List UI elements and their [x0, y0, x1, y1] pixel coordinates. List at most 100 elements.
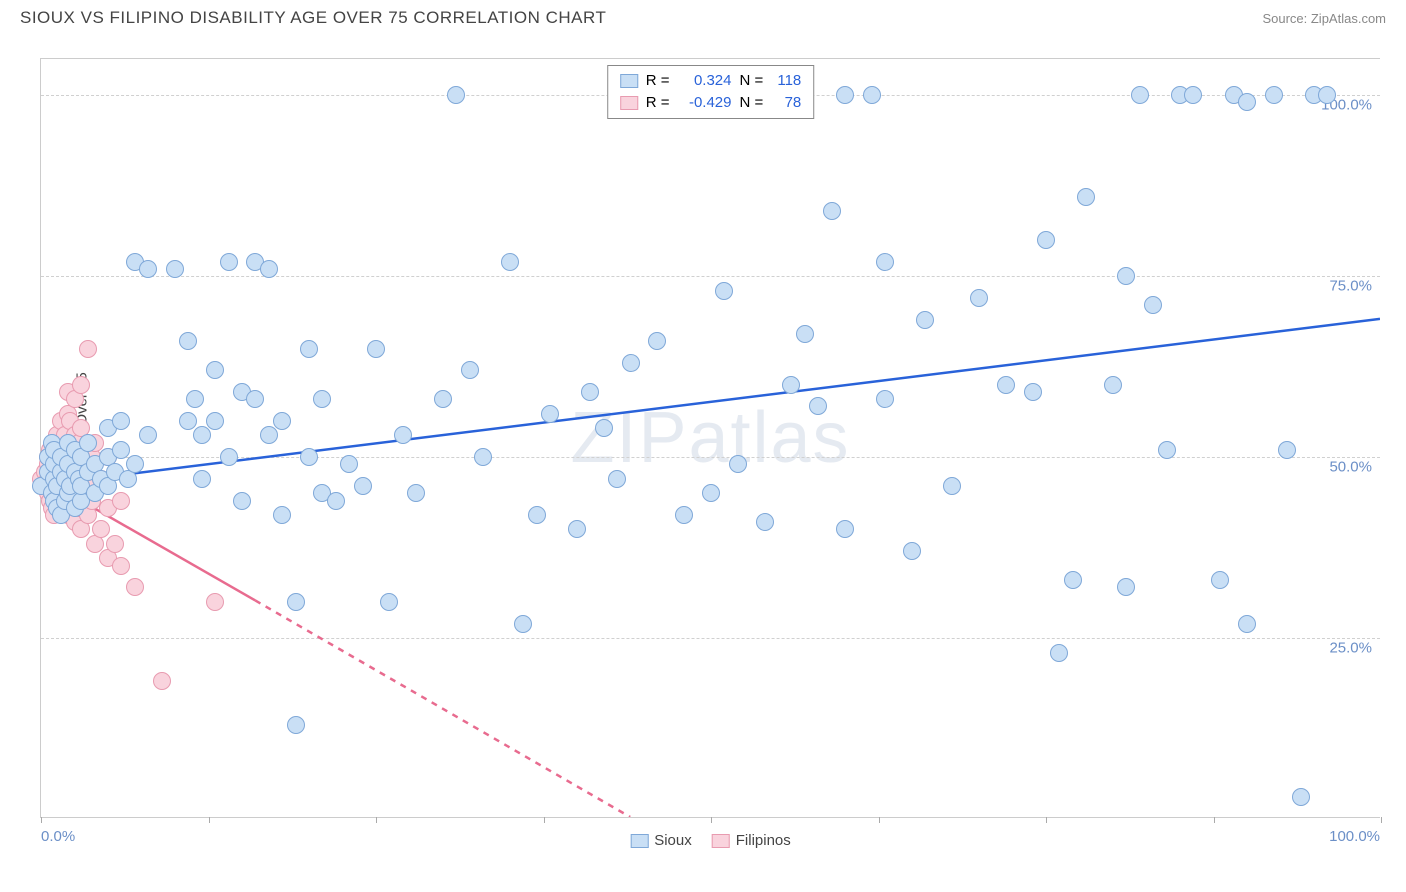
x-tick — [879, 817, 880, 823]
chart-title: SIOUX VS FILIPINO DISABILITY AGE OVER 75… — [20, 8, 606, 28]
scatter-chart: ZIPatlas 25.0%50.0%75.0%100.0% 0.0% 100.… — [40, 58, 1380, 818]
sioux-point — [836, 520, 854, 538]
sioux-point — [729, 455, 747, 473]
sioux-point — [836, 86, 854, 104]
sioux-point — [1117, 267, 1135, 285]
sioux-point — [608, 470, 626, 488]
sioux-point — [260, 426, 278, 444]
sioux-point — [876, 253, 894, 271]
sioux-point — [809, 397, 827, 415]
sioux-point — [903, 542, 921, 560]
sioux-point — [876, 390, 894, 408]
filipinos-point — [106, 535, 124, 553]
x-axis-max-label: 100.0% — [1329, 828, 1380, 845]
x-tick — [41, 817, 42, 823]
sioux-point — [863, 86, 881, 104]
series-legend: Sioux Filipinos — [630, 832, 791, 849]
sioux-point — [1064, 571, 1082, 589]
sioux-point — [756, 513, 774, 531]
x-tick — [376, 817, 377, 823]
sioux-point — [675, 506, 693, 524]
sioux-point — [568, 520, 586, 538]
sioux-point — [1077, 188, 1095, 206]
sioux-point — [1050, 644, 1068, 662]
sioux-point — [206, 361, 224, 379]
sioux-point — [287, 593, 305, 611]
gridline — [41, 638, 1380, 639]
sioux-point — [407, 484, 425, 502]
sioux-point — [380, 593, 398, 611]
sioux-legend-label: Sioux — [654, 832, 692, 849]
sioux-point — [354, 477, 372, 495]
filipinos-point — [206, 593, 224, 611]
sioux-point — [79, 434, 97, 452]
sioux-r-value: 0.324 — [678, 70, 732, 92]
gridline — [41, 276, 1380, 277]
filipinos-point — [72, 376, 90, 394]
filipinos-r-value: -0.429 — [678, 92, 732, 114]
sioux-point — [514, 615, 532, 633]
sioux-point — [1024, 383, 1042, 401]
sioux-point — [394, 426, 412, 444]
filipinos-point — [153, 672, 171, 690]
y-tick-label: 75.0% — [1329, 278, 1372, 295]
sioux-point — [300, 340, 318, 358]
sioux-point — [193, 426, 211, 444]
sioux-point — [916, 311, 934, 329]
sioux-point — [166, 260, 184, 278]
sioux-point — [595, 419, 613, 437]
trend-line — [41, 319, 1380, 485]
sioux-point — [139, 426, 157, 444]
sioux-point — [1211, 571, 1229, 589]
sioux-point — [1104, 376, 1122, 394]
sioux-point — [112, 441, 130, 459]
sioux-point — [1278, 441, 1296, 459]
trend-line — [255, 600, 630, 817]
sioux-point — [193, 470, 211, 488]
correlation-legend: R = 0.324 N = 118 R = -0.429 N = 78 — [607, 65, 815, 119]
y-tick-label: 25.0% — [1329, 640, 1372, 657]
sioux-point — [1238, 93, 1256, 111]
x-tick — [544, 817, 545, 823]
sioux-point — [447, 86, 465, 104]
sioux-point — [581, 383, 599, 401]
sioux-point — [179, 412, 197, 430]
source-attribution: Source: ZipAtlas.com — [1262, 11, 1386, 26]
filipinos-point — [112, 492, 130, 510]
sioux-point — [474, 448, 492, 466]
sioux-n-value: 118 — [771, 70, 801, 92]
r-label: R = — [646, 70, 670, 92]
sioux-point — [1131, 86, 1149, 104]
sioux-point — [206, 412, 224, 430]
sioux-point — [273, 412, 291, 430]
sioux-point — [313, 390, 331, 408]
x-tick — [1046, 817, 1047, 823]
sioux-point — [648, 332, 666, 350]
sioux-point — [1158, 441, 1176, 459]
filipinos-point — [79, 340, 97, 358]
sioux-point — [1265, 86, 1283, 104]
sioux-point — [461, 361, 479, 379]
x-axis-min-label: 0.0% — [41, 828, 75, 845]
sioux-point — [327, 492, 345, 510]
filipinos-point — [92, 520, 110, 538]
n-label: N = — [740, 70, 764, 92]
sioux-point — [796, 325, 814, 343]
y-tick-label: 50.0% — [1329, 459, 1372, 476]
x-tick — [1381, 817, 1382, 823]
sioux-point — [287, 716, 305, 734]
sioux-point — [501, 253, 519, 271]
sioux-point — [367, 340, 385, 358]
sioux-point — [1144, 296, 1162, 314]
sioux-point — [139, 260, 157, 278]
sioux-point — [1238, 615, 1256, 633]
sioux-point — [1037, 231, 1055, 249]
sioux-point — [1117, 578, 1135, 596]
r-label: R = — [646, 92, 670, 114]
sioux-point — [112, 412, 130, 430]
filipinos-n-value: 78 — [771, 92, 801, 114]
sioux-point — [702, 484, 720, 502]
filipinos-swatch-icon — [620, 96, 638, 110]
sioux-point — [246, 390, 264, 408]
sioux-point — [823, 202, 841, 220]
